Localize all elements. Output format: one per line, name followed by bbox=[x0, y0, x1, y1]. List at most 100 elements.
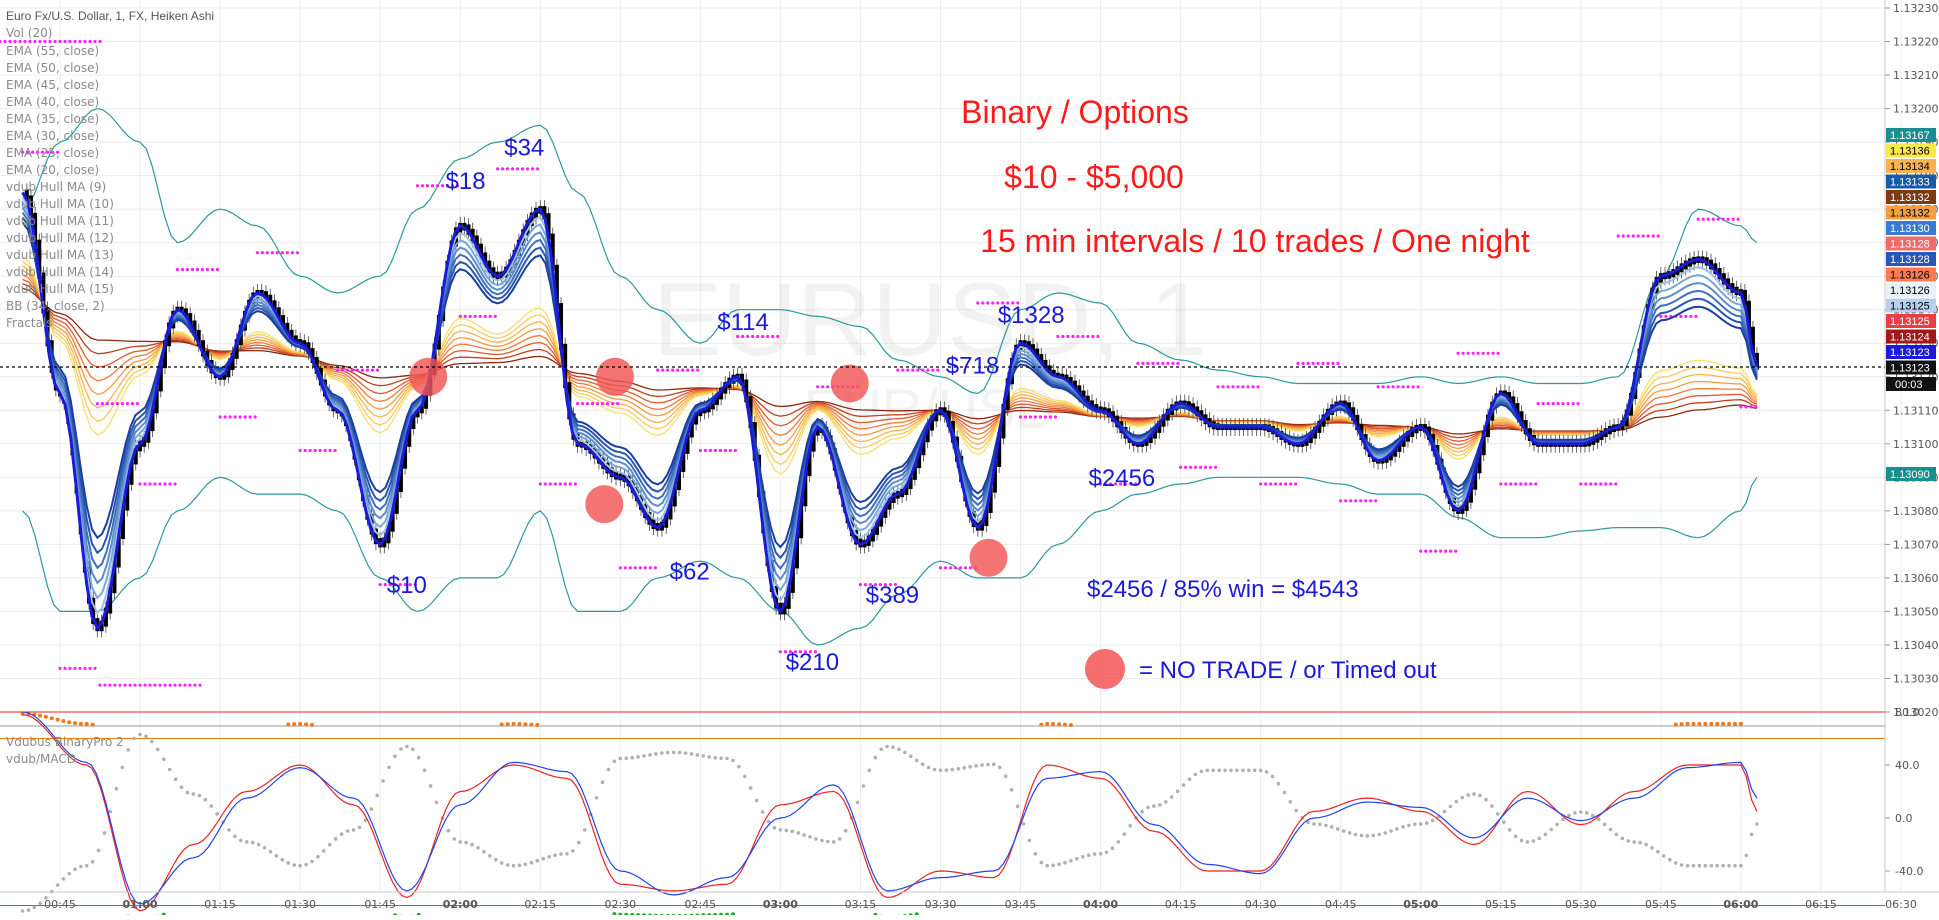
oscillator-grey-dot bbox=[678, 751, 682, 755]
indicator-legend-item[interactable]: EMA (20, close) bbox=[6, 163, 99, 177]
fractal-dot bbox=[1377, 385, 1380, 388]
fractal-dot bbox=[1216, 385, 1219, 388]
fractal-dot bbox=[1039, 415, 1042, 418]
fractal-dot bbox=[539, 482, 542, 485]
annotation-title-2: $10 - $5,000 bbox=[1004, 159, 1184, 195]
oscillator-grey-dot bbox=[1561, 818, 1565, 822]
fractal-dot bbox=[13, 40, 16, 43]
oscillator-grey-dot bbox=[707, 755, 711, 759]
oscillator-grey-dot bbox=[957, 767, 961, 771]
fractal-dot bbox=[1392, 385, 1395, 388]
oscillator-orange-dot bbox=[518, 722, 522, 726]
fractal-dot bbox=[1141, 362, 1144, 365]
oscillator-grey-dot bbox=[435, 801, 439, 805]
fractal-dot bbox=[709, 449, 712, 452]
fractal-dot bbox=[821, 385, 824, 388]
fractal-dot bbox=[1567, 402, 1570, 405]
indicator-legend-item[interactable]: vdub Hull MA (15) bbox=[6, 282, 114, 296]
indicator-legend-item[interactable]: EMA (45, close) bbox=[6, 78, 99, 92]
osc-legend-1[interactable]: Vdubus BinaryPro 2 bbox=[6, 735, 124, 749]
oscillator-grey-dot bbox=[1099, 852, 1103, 856]
no-trade-legend-dot bbox=[1085, 649, 1125, 689]
fractal-dot bbox=[949, 566, 952, 569]
oscillator-grey-dot bbox=[399, 747, 403, 751]
price-badge-label: 1.13134 bbox=[1890, 161, 1930, 173]
oscillator-grey-dot bbox=[719, 756, 723, 760]
oscillator-grey-dot bbox=[298, 864, 302, 868]
oscillator-grey-dot bbox=[411, 748, 415, 752]
oscillator-grey-dot bbox=[85, 864, 89, 868]
fractal-dot bbox=[1689, 315, 1692, 318]
indicator-legend-item[interactable]: vdub Hull MA (11) bbox=[6, 214, 114, 228]
indicator-legend-item[interactable]: EMA (40, close) bbox=[6, 95, 99, 109]
oscillator-grey-dot bbox=[287, 861, 291, 865]
fractal-dot bbox=[78, 667, 81, 670]
fractal-dot bbox=[459, 315, 462, 318]
fractal-dot bbox=[1492, 352, 1495, 355]
indicator-legend-item[interactable]: vdub Hull MA (12) bbox=[6, 231, 114, 245]
time-tick-label: 04:30 bbox=[1245, 898, 1277, 911]
oscillator-grey-dot bbox=[1028, 839, 1032, 843]
indicator-legend-item[interactable]: EMA (25, close) bbox=[6, 146, 99, 160]
oscillator-grey-dot bbox=[1164, 800, 1168, 804]
fractal-dot bbox=[521, 167, 524, 170]
oscillator-grey-dot bbox=[1383, 831, 1387, 835]
fractal-dot bbox=[276, 251, 279, 254]
oscillator-grey-dot bbox=[796, 831, 800, 835]
oscillator-grey-dot bbox=[334, 837, 338, 841]
volume-legend[interactable]: Vol (20) bbox=[6, 26, 52, 40]
fractal-dot bbox=[98, 684, 101, 687]
indicator-legend-item[interactable]: vdub Hull MA (13) bbox=[6, 248, 114, 262]
oscillator-grey-dot bbox=[204, 798, 208, 802]
fractal-dot bbox=[163, 684, 166, 687]
oscillator-grey-dot bbox=[251, 841, 255, 845]
fractal-dot bbox=[138, 684, 141, 687]
fractal-dot bbox=[959, 566, 962, 569]
price-badge-label: 1.13124 bbox=[1890, 332, 1930, 344]
oscillator-grey-dot bbox=[1176, 790, 1180, 794]
oscillator-grey-dot bbox=[1401, 825, 1405, 829]
indicator-legend-item[interactable]: EMA (30, close) bbox=[6, 129, 99, 143]
oscillator-grey-dot bbox=[1206, 769, 1210, 773]
fractal-dot bbox=[1156, 362, 1159, 365]
indicator-legend-item[interactable]: EMA (50, close) bbox=[6, 61, 99, 75]
indicator-legend-item[interactable]: vdub Hull MA (10) bbox=[6, 197, 114, 211]
fractal-dot bbox=[346, 369, 349, 372]
indicator-legend[interactable]: EMA (55, close) EMA (50, close) EMA (45, c… bbox=[6, 44, 114, 330]
oscillator-grey-dot bbox=[980, 763, 984, 767]
indicator-legend-item[interactable]: EMA (55, close) bbox=[6, 44, 99, 58]
fractal-dot bbox=[93, 667, 96, 670]
fractal-dot bbox=[68, 667, 71, 670]
oscillator-grey-dot bbox=[624, 756, 628, 760]
oscillator-grey-dot bbox=[1081, 855, 1085, 859]
fractal-dot bbox=[366, 369, 369, 372]
oscillator-grey-dot bbox=[1733, 864, 1737, 868]
price-scale[interactable]: 1.132301.132201.132101.132001.131901.131… bbox=[1885, 2, 1939, 719]
fractal-dot bbox=[691, 369, 694, 372]
fractal-dot bbox=[469, 315, 472, 318]
fractal-dot bbox=[88, 667, 91, 670]
fractal-dot bbox=[416, 184, 419, 187]
fractal-dot bbox=[619, 566, 622, 569]
oscillator-grey-dot bbox=[642, 754, 646, 758]
oscillator-grey-dot bbox=[1603, 823, 1607, 827]
indicator-legend-item[interactable]: EMA (35, close) bbox=[6, 112, 99, 126]
oscillator-grey-dot bbox=[1117, 840, 1121, 844]
oscillator-grey-dot bbox=[1045, 864, 1049, 868]
indicator-legend-item[interactable]: BB (34, close, 2) bbox=[6, 299, 105, 313]
indicator-legend-item[interactable]: vdub Hull MA (14) bbox=[6, 265, 114, 279]
indicator-legend-item[interactable]: Fractals bbox=[6, 316, 53, 330]
oscillator-grey-dot bbox=[1010, 788, 1014, 792]
symbol-title[interactable]: Euro Fx/U.S. Dollar, 1, FX, Heiken Ashi bbox=[6, 9, 214, 23]
oscillator-grey-dot bbox=[38, 901, 42, 905]
oscillator-grey-dot bbox=[951, 768, 955, 772]
osc-legend-2[interactable]: vdub/MACD bbox=[6, 752, 76, 766]
fractal-dot bbox=[1179, 466, 1182, 469]
oscillator-orange-dot bbox=[1686, 722, 1690, 726]
fractal-dot bbox=[1744, 405, 1747, 408]
fractal-dot bbox=[329, 449, 332, 452]
fractal-dot bbox=[336, 369, 339, 372]
oscillator-grey-dot bbox=[672, 751, 676, 755]
indicator-legend-item[interactable]: vdub Hull MA (9) bbox=[6, 180, 106, 194]
